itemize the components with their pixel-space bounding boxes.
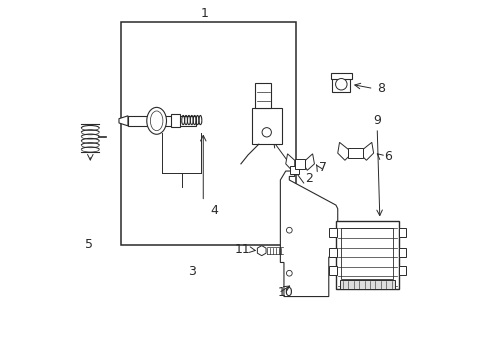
Polygon shape — [362, 142, 373, 160]
Bar — [398, 266, 405, 275]
Bar — [329, 248, 336, 257]
Bar — [348, 148, 362, 158]
Text: 5: 5 — [84, 238, 92, 251]
Circle shape — [262, 128, 271, 137]
Text: 11: 11 — [234, 243, 250, 256]
Polygon shape — [285, 154, 294, 170]
Bar — [341, 228, 392, 279]
Ellipse shape — [146, 107, 166, 134]
FancyBboxPatch shape — [251, 108, 282, 144]
Bar — [255, 83, 271, 108]
Text: 4: 4 — [210, 204, 218, 217]
Bar — [329, 266, 336, 275]
Text: 8: 8 — [376, 82, 384, 95]
Bar — [329, 228, 336, 237]
Circle shape — [335, 78, 346, 90]
Text: 7: 7 — [319, 161, 327, 174]
Bar — [332, 76, 349, 92]
Ellipse shape — [150, 111, 163, 131]
Text: 9: 9 — [372, 114, 380, 127]
Circle shape — [286, 270, 292, 276]
Polygon shape — [337, 142, 348, 160]
Bar — [398, 248, 405, 257]
Bar — [398, 228, 405, 237]
Circle shape — [286, 227, 292, 233]
Bar — [128, 116, 196, 126]
Text: 3: 3 — [188, 265, 196, 278]
Bar — [171, 114, 180, 127]
Polygon shape — [280, 171, 337, 297]
Bar — [330, 73, 351, 78]
Bar — [339, 280, 394, 289]
Text: 6: 6 — [383, 150, 391, 163]
Bar — [294, 159, 305, 169]
Polygon shape — [305, 154, 314, 170]
Text: 2: 2 — [305, 172, 312, 185]
Bar — [335, 221, 398, 289]
Polygon shape — [119, 116, 128, 126]
Text: 10: 10 — [277, 287, 293, 300]
Bar — [290, 166, 299, 174]
Text: 1: 1 — [201, 7, 208, 20]
Bar — [121, 22, 296, 244]
